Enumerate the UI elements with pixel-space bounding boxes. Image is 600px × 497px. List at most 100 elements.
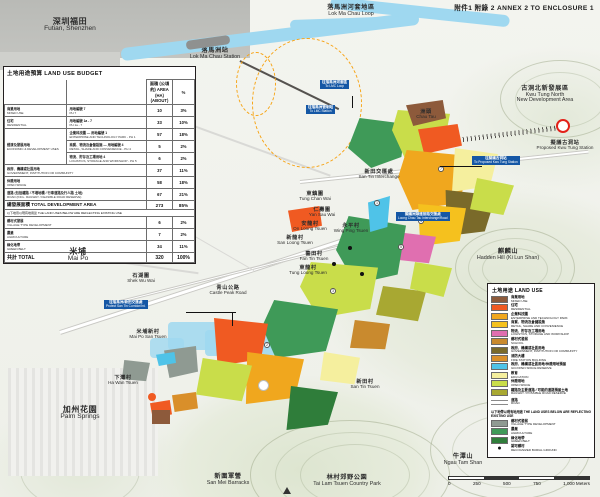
budget-sub-zh: 商貿、物流及倉儲設施 — 用地編號 4: [69, 143, 124, 147]
legend-label-zh: 政府、機構或社區用地: [511, 345, 545, 350]
budget-area: 34: [146, 240, 173, 253]
legend-item-retail-storage: 商貿、物流及倉儲設施 RETAIL, SHARE AND CONVENIENCE: [491, 321, 591, 329]
budget-header-area: 面積 (公頃 約) AREA (HA) (ABOUT): [146, 79, 173, 105]
north-arrow-icon: [283, 487, 291, 494]
palm-springs-block: [8, 368, 158, 476]
scale-bar-graphic: [448, 476, 590, 480]
budget-cat-en: VILLAGE TYPE DEVELOPMENT: [7, 223, 52, 227]
budget-header-percent: %: [172, 79, 195, 105]
legend-swatch: [491, 371, 508, 379]
contour-line: [500, 60, 600, 138]
scale-seg: [484, 477, 519, 479]
budget-sub-zh: 物流、貯存及工場用地 4: [69, 155, 106, 159]
budget-cat-en: GOVERNMENT, INSTITUTION OR COMMUNITY: [7, 171, 74, 175]
scale-bar: 0 250 500 750 1,000 Meters: [448, 476, 590, 486]
budget-pct: 2%: [172, 228, 195, 241]
parcel-id-marker: 2: [264, 342, 270, 348]
legend-label-en: EDUCATION: [511, 374, 529, 379]
budget-sub-zh: 企業科技園 — 用地編號 1: [69, 131, 108, 135]
legend-item-enterprise-tech-park: 企業科技園 ENTERPRISE AND TECHNOLOGY PARK: [491, 312, 591, 320]
scale-seg: [449, 477, 484, 479]
scale-seg: [554, 477, 589, 479]
budget-subtotal-label: 總發展面積 TOTAL DEVELOPMENT AREA: [4, 200, 147, 210]
legend-item-fire-station: 消防大樓 FIRE STATION BUILDING: [491, 354, 591, 362]
parcel-id-marker: 7: [438, 166, 444, 172]
budget-row: 道路 (包括鐵路 / 不增地積 / 行車道路及行人路 土地) ROAD (INCL…: [4, 188, 195, 201]
budget-total-label: 共計 TOTAL: [4, 252, 147, 263]
legend-label-en: ENTERPRISE AND TECHNOLOGY PARK: [511, 315, 568, 320]
legend-label-en: RECOGNIZED BURIAL GROUND: [511, 447, 557, 452]
budget-cat-zh: 休憩用地: [7, 179, 21, 183]
budget-cat-zh: 綠化地帶: [7, 243, 21, 247]
budget-area: 67: [146, 188, 173, 201]
budget-cat-zh: 商業用地: [7, 107, 21, 111]
parcel-fire-station: [172, 392, 198, 412]
budget-cat-en: MIXED USE: [7, 111, 24, 115]
legend-item-green-belt: 綠化地帶 GREEN BELT: [491, 436, 591, 444]
parcel-school: [350, 320, 390, 350]
legend-label-zh: 教育: [511, 370, 518, 375]
legend-swatch: [491, 436, 508, 444]
budget-area: 57: [146, 128, 173, 141]
legend-label-zh: 商業用地: [511, 295, 525, 299]
parcel-railway-reserve: [376, 286, 426, 322]
legend-item-logistics: 物流、貯存及工場用地 LOGISTICS, STORAGE AND WORKSHO…: [491, 329, 591, 337]
legend-swatch: [491, 388, 508, 396]
legend-item-burial-ground: ● 認可鄉村 RECOGNIZED BURIAL GROUND: [491, 444, 591, 452]
legend-item-gic: 政府、機構或社區用地 GOVERNMENT, INSTITUTION OR COM…: [491, 345, 591, 354]
budget-cat-en: GREEN BELT: [7, 247, 26, 251]
legend-dot-icon: ●: [497, 444, 502, 452]
legend-item-mixed-use: 商業用地 MIXED USE: [491, 295, 591, 304]
budget-pct: 11%: [172, 164, 195, 177]
scale-tick: 1,000 Meters: [563, 481, 590, 486]
legend-label-en: OPEN SPACE: [511, 382, 531, 387]
parcel-id-marker: 1: [374, 200, 380, 206]
legend-label-zh: 農業: [511, 427, 518, 432]
budget-cat-zh: 道路 (包括鐵路 / 不增地積 / 行車道路及行人路 土地): [7, 191, 83, 195]
budget-cat-zh: 經濟及發展用地: [7, 143, 31, 147]
budget-pct: 2%: [172, 152, 195, 165]
legend-label-en: ROAD: [511, 401, 520, 406]
budget-subtotal-pct: 85%: [172, 200, 195, 210]
budget-row: 商貿、物流及倉儲設施 — 用地編號 4 RETAIL, SHARE AND CON…: [5, 140, 195, 153]
budget-subtotal-area: 273: [146, 200, 173, 210]
budget-cat-zh: 農業: [7, 231, 14, 235]
legend-item-school: 鄉村式發展 SCHOOL: [491, 337, 591, 346]
budget-cat-zh: 政府、機構或社區用地: [7, 167, 40, 171]
legend-item-education: 教育 EDUCATION: [491, 370, 591, 379]
budget-cat-en: RESIDENTIAL: [7, 123, 27, 127]
legend-label-en: MIXED USE: [511, 298, 528, 303]
budget-sub-en: PH 7: [69, 111, 77, 115]
legend-item-village-type: 鄉村式發展 VILLAGE TYPE DEVELOPMENT: [491, 419, 591, 427]
legend-swatch: [491, 363, 508, 371]
budget-cat-en: OPEN SPACE: [7, 183, 27, 187]
budget-area: 10: [146, 104, 173, 117]
budget-row: 綠化地帶 GREEN BELT 34 11%: [4, 240, 195, 253]
scale-seg: [519, 477, 554, 479]
budget-area: 6: [146, 216, 173, 229]
legend-label-zh: 休憩用地: [511, 379, 525, 384]
legend-swatch: [491, 346, 508, 354]
budget-pct: 18%: [172, 176, 195, 189]
budget-sub-zh: 用地編號 1a - 7: [69, 119, 93, 123]
legend-swatch: [491, 312, 508, 320]
budget-sub-zh: 用地編號 7: [69, 107, 86, 111]
parcel-mixed-use-small: [152, 410, 170, 424]
boundary-dashed-orange-2: [236, 52, 276, 116]
legend-label-en: RAILWAY / POSSIBLE ROAD RESERVE: [511, 391, 566, 396]
legend-label-en: GOVERNMENT, INSTITUTION OR COMMUNITY: [511, 349, 578, 354]
legend-item-gic-open-space-reserve: 政府、機構或社區用地/休憩用地預留 GIC/OPEN SPACE RESERVE: [491, 362, 591, 371]
legend-item-open-space: 休憩用地 OPEN SPACE: [491, 379, 591, 388]
scale-tick: 0: [448, 481, 451, 486]
callout-to-lmc-station: 往落馬洲管制站 To LMC Station: [306, 105, 336, 115]
burial-ground-marker: [332, 262, 336, 266]
callout-leader-line: [186, 312, 236, 313]
budget-pct: 10%: [172, 116, 195, 129]
budget-pct: 18%: [172, 128, 195, 141]
budget-pct: 11%: [172, 240, 195, 253]
budget-sub-en: ENTERPRISE AND TECHNOLOGY PARK - PH 1: [69, 135, 136, 139]
legend-label-zh: 政府、機構或社區用地/休憩用地預留: [511, 362, 567, 367]
parcel-village-type: [122, 360, 150, 382]
budget-row: 休憩用地 OPEN SPACE 58 18%: [4, 176, 195, 189]
